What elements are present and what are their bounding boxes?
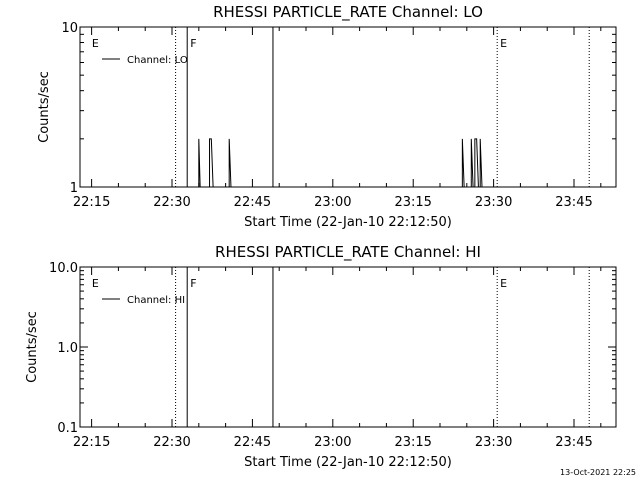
flag-label: F <box>190 277 196 290</box>
x-tick-label: 22:45 <box>234 195 271 210</box>
plot-frame <box>79 26 617 188</box>
chart-title: RHESSI PARTICLE_RATE Channel: HI <box>215 243 481 262</box>
y-tick-label: 1 <box>70 181 78 196</box>
flag-label: E <box>500 37 507 50</box>
y-tick-label: 0.1 <box>57 421 78 436</box>
chart-panel-1: RHESSI PARTICLE_RATE Channel: HI Start Ti… <box>25 243 617 470</box>
x-axis-label: Start Time (22-Jan-10 22:12:50) <box>244 215 452 230</box>
x-tick-label: 23:30 <box>475 195 512 210</box>
chart-title: RHESSI PARTICLE_RATE Channel: LO <box>213 3 483 22</box>
y-tick-label: 10 <box>61 21 78 36</box>
legend-entry: Channel: HI <box>127 295 185 306</box>
chart-panel-0: RHESSI PARTICLE_RATE Channel: LO Start Ti… <box>37 3 617 230</box>
flag-label: E <box>92 277 99 290</box>
x-tick-label: 22:30 <box>153 195 190 210</box>
plot-frame <box>79 266 617 428</box>
x-tick-label: 22:45 <box>234 435 271 450</box>
legend-entry: Channel: LO <box>127 55 188 66</box>
x-tick-label: 22:30 <box>153 435 190 450</box>
flag-label: E <box>92 37 99 50</box>
y-axis-label: Counts/sec <box>25 311 40 383</box>
x-tick-label: 23:45 <box>555 195 592 210</box>
footer-timestamp: 13-Oct-2021 22:25 <box>560 468 636 477</box>
x-tick-label: 23:45 <box>555 435 592 450</box>
series-line-0 <box>198 138 483 188</box>
y-axis-label: Counts/sec <box>37 71 52 143</box>
x-axis-label: Start Time (22-Jan-10 22:12:50) <box>244 455 452 470</box>
flag-label: F <box>190 37 196 50</box>
flag-label: E <box>500 277 507 290</box>
x-tick-label: 23:15 <box>394 435 431 450</box>
x-tick-label: 23:15 <box>394 195 431 210</box>
y-tick-label: 10.0 <box>49 261 78 276</box>
y-tick-label: 1.0 <box>57 341 78 356</box>
x-tick-label: 23:00 <box>314 435 351 450</box>
x-tick-label: 22:15 <box>73 195 110 210</box>
x-tick-label: 23:00 <box>314 195 351 210</box>
x-tick-label: 22:15 <box>73 435 110 450</box>
x-tick-label: 23:30 <box>475 435 512 450</box>
